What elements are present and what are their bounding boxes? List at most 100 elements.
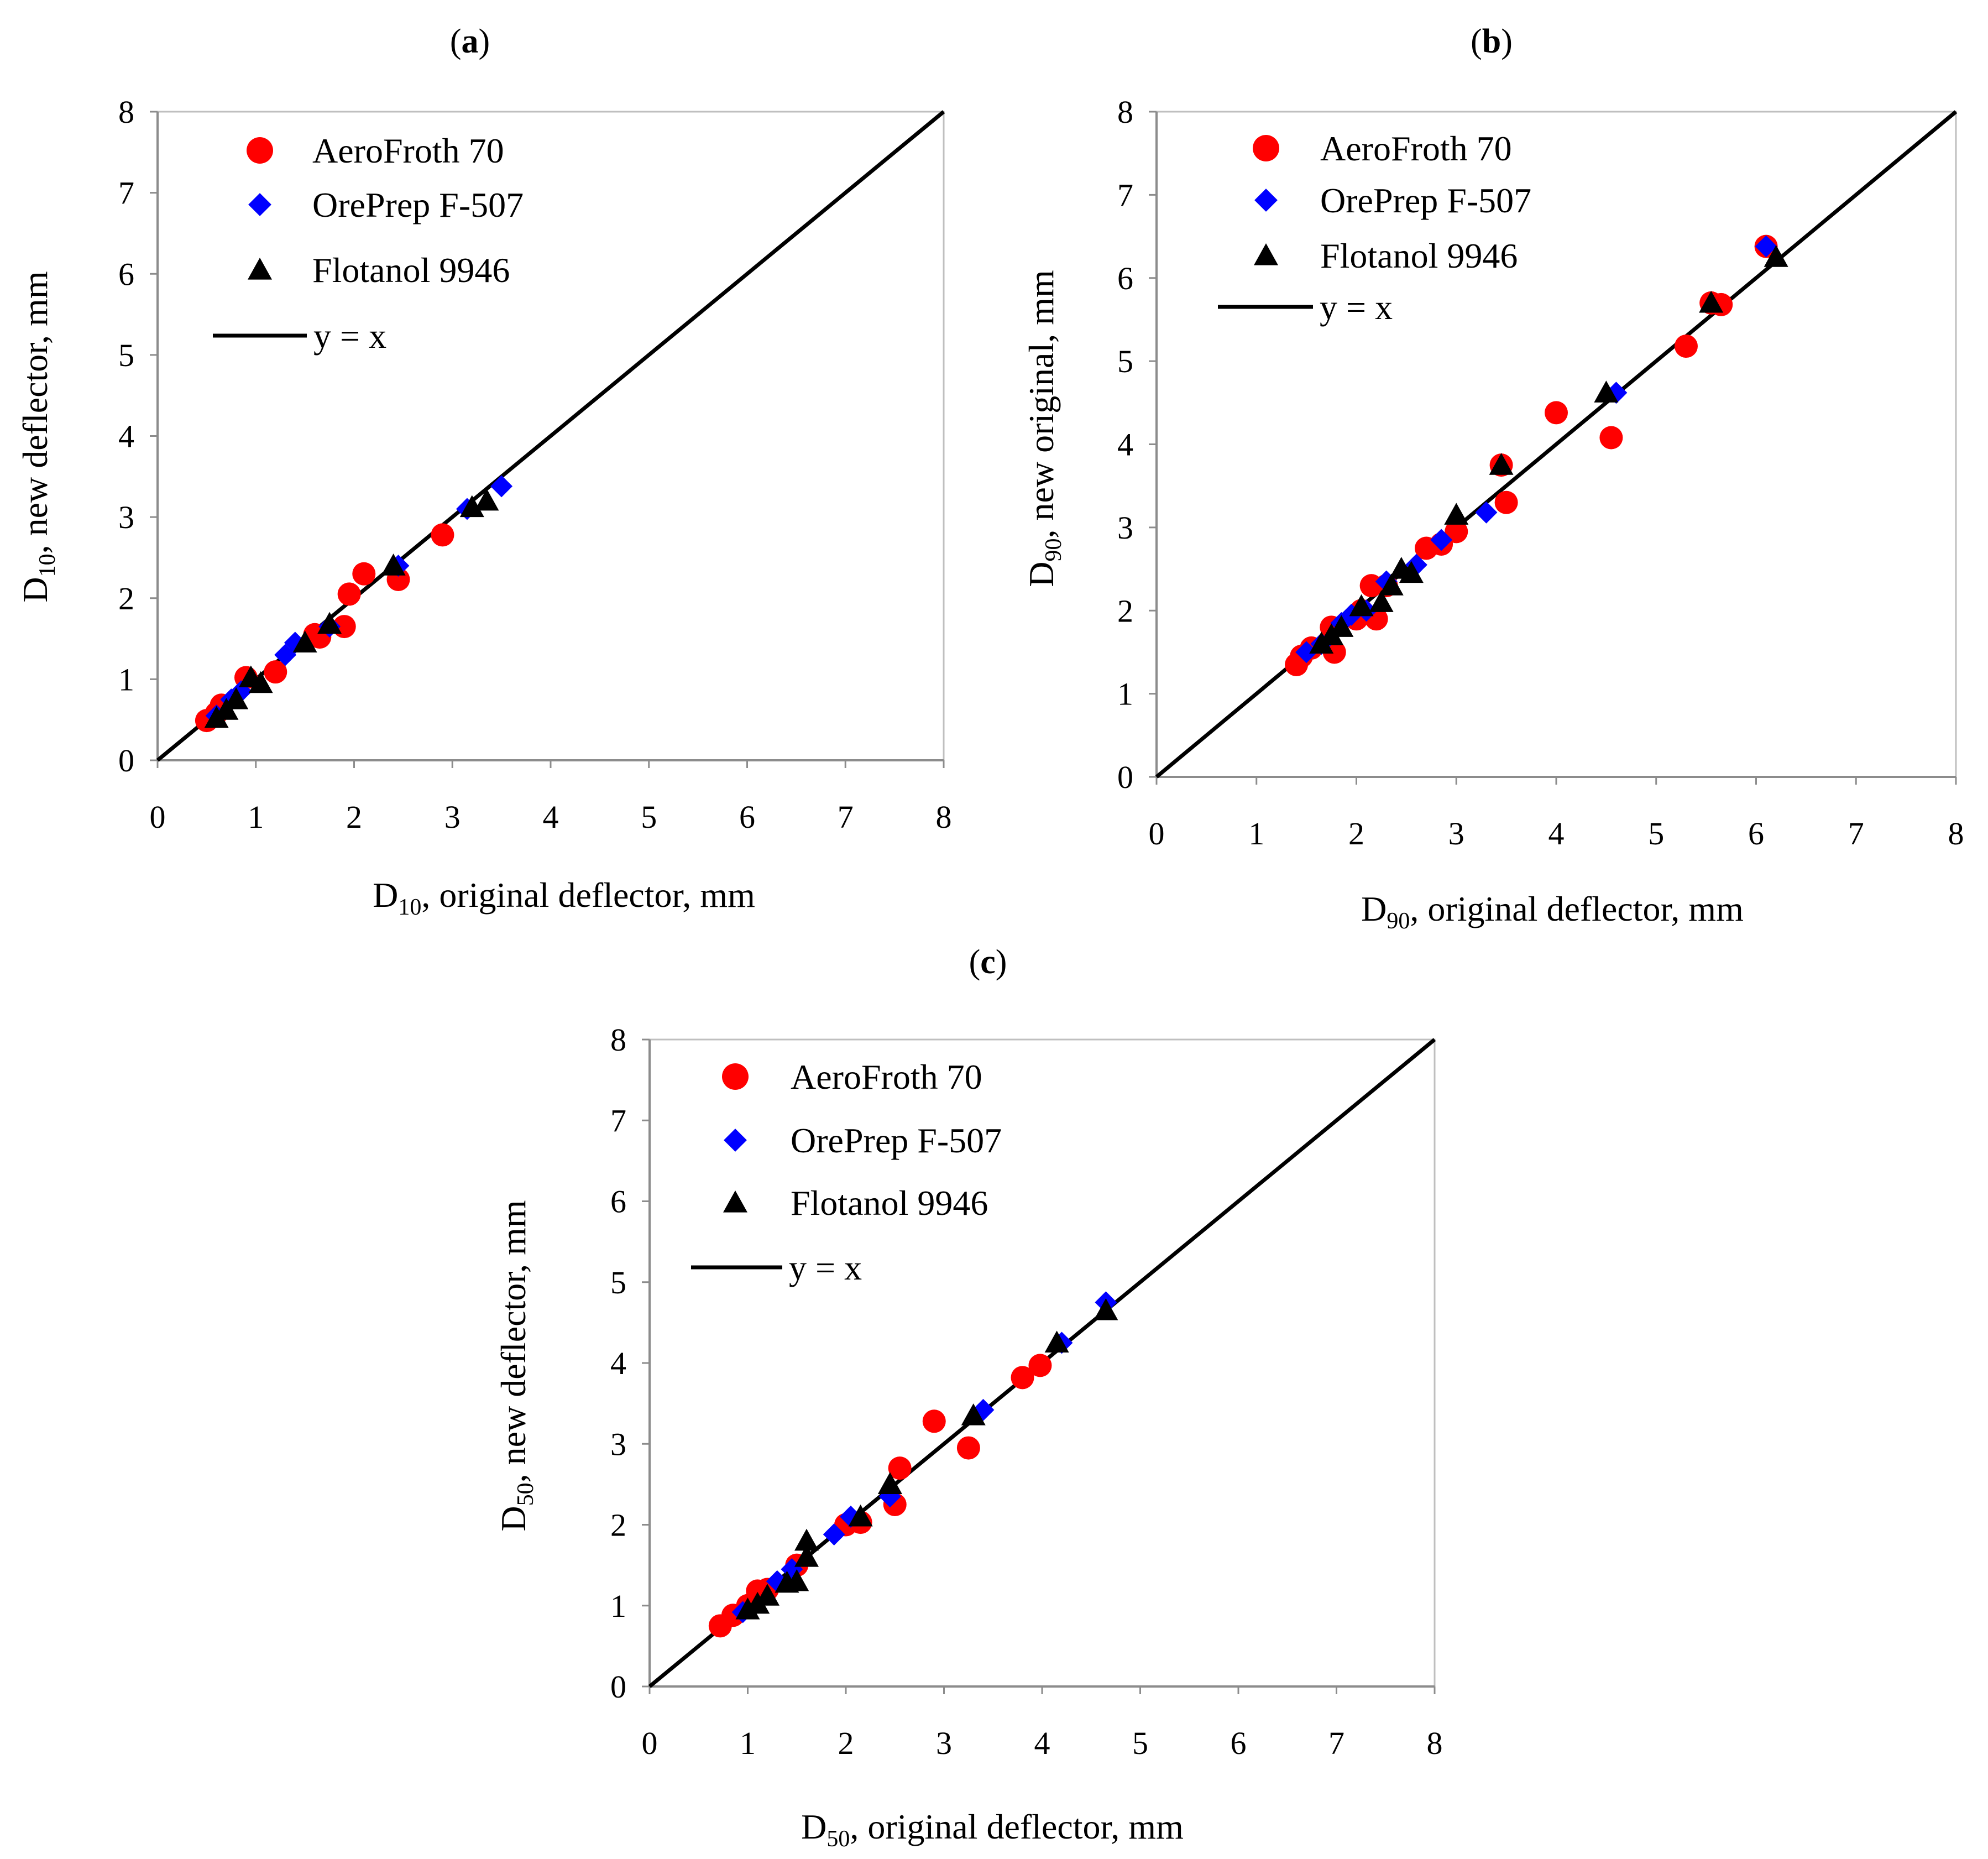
data-point-triangle: [794, 1528, 819, 1551]
data-point-diamond: [878, 1485, 901, 1508]
x-axis-label-sub: 90: [1387, 908, 1410, 934]
data-point-circle: [1028, 1354, 1052, 1377]
y-tick-label: 7: [118, 175, 134, 211]
x-tick-label: 5: [641, 799, 657, 835]
data-point-circle: [264, 660, 287, 684]
x-tick-label: 2: [346, 799, 362, 835]
y-tick-label: 8: [610, 1022, 626, 1058]
data-point-triangle: [735, 1597, 760, 1620]
x-tick-label: 1: [740, 1725, 756, 1761]
y-tick-label: 5: [1117, 343, 1133, 379]
data-point-triangle: [381, 553, 406, 576]
data-point-triangle: [961, 1403, 986, 1425]
data-point-circle: [1011, 1366, 1034, 1390]
y-tick-label: 0: [1117, 759, 1133, 795]
legend-label: y = x: [789, 1248, 862, 1287]
legend-label: Flotanol 9946: [1320, 236, 1518, 275]
legend-marker-triangle: [248, 258, 272, 280]
data-point-triangle: [1444, 503, 1469, 525]
data-point-circle: [922, 1409, 946, 1433]
legend-label: AeroFroth 70: [312, 131, 504, 170]
x-tick-label: 0: [642, 1725, 658, 1761]
y-tick-label: 2: [610, 1507, 626, 1543]
legend-marker-triangle: [723, 1190, 747, 1213]
data-point-diamond: [284, 631, 306, 654]
y-tick-label: 8: [1117, 94, 1133, 130]
data-point-circle: [337, 582, 361, 606]
y-axis-label-base: D: [1022, 562, 1061, 587]
data-point-diamond: [274, 644, 297, 666]
legend-label: y = x: [313, 316, 386, 356]
x-tick-label: 4: [1034, 1725, 1050, 1761]
y-tick-label: 1: [610, 1588, 626, 1624]
x-axis-label-sub: 10: [398, 895, 421, 920]
legend-label: y = x: [1320, 288, 1393, 327]
series-triangle: [1309, 245, 1788, 654]
data-point-triangle: [459, 495, 484, 518]
legend-label: Flotanol 9946: [312, 250, 510, 290]
panel-label: (a): [450, 23, 490, 60]
legend-label: Flotanol 9946: [791, 1183, 988, 1223]
y-axis-label: D90, new original, mm: [1022, 270, 1066, 587]
x-tick-label: 8: [936, 799, 952, 835]
data-point-triangle: [1329, 615, 1354, 637]
data-point-triangle: [474, 488, 499, 511]
data-point-circle: [431, 523, 454, 547]
y-tick-label: 3: [610, 1426, 626, 1462]
legend-marker-circle: [1253, 135, 1279, 161]
data-point-triangle: [292, 630, 317, 652]
data-point-triangle: [1764, 245, 1788, 267]
data-point-triangle: [848, 1504, 873, 1527]
x-tick-label: 7: [1328, 1725, 1344, 1761]
data-point-circle: [1674, 335, 1698, 358]
x-tick-label: 0: [1149, 816, 1165, 852]
x-tick-label: 0: [150, 799, 166, 835]
legend-marker-circle: [247, 137, 273, 164]
y-tick-label: 3: [118, 499, 134, 535]
legend-marker-circle: [722, 1063, 749, 1090]
panel-label: (b): [1471, 23, 1513, 60]
x-tick-label: 8: [1427, 1725, 1443, 1761]
x-axis-label-base: D: [801, 1807, 826, 1846]
x-axis-label-sub: 50: [826, 1826, 850, 1852]
x-tick-label: 1: [1248, 816, 1264, 852]
x-axis-label: D10, original deflector, mm: [373, 875, 755, 920]
x-tick-label: 5: [1648, 816, 1664, 852]
data-point-triangle: [1094, 1298, 1118, 1320]
y-tick-label: 5: [118, 337, 134, 373]
data-point-diamond: [1755, 235, 1777, 258]
legend-marker-triangle: [1254, 243, 1278, 265]
x-axis-label-base: D: [1361, 889, 1387, 928]
y-axis-label-rest: , new deflector, mm: [15, 271, 55, 553]
panel-label-close: ): [1501, 23, 1513, 60]
x-tick-label: 4: [1548, 816, 1565, 852]
x-axis-label-rest: , original deflector, mm: [850, 1807, 1183, 1846]
x-tick-label: 6: [1748, 816, 1764, 852]
data-point-circle: [1494, 490, 1518, 514]
y-tick-label: 1: [118, 661, 134, 697]
data-point-triangle: [1369, 590, 1394, 612]
y-tick-label: 4: [118, 419, 134, 455]
data-point-triangle: [784, 1569, 809, 1591]
y-axis-label-rest: , new deflector, mm: [494, 1200, 533, 1482]
data-point-triangle: [1489, 453, 1514, 475]
y-axis-label-base: D: [494, 1506, 533, 1531]
y-tick-label: 5: [610, 1265, 626, 1301]
data-point-triangle: [755, 1584, 779, 1606]
y-tick-label: 2: [1117, 593, 1133, 629]
legend-label: OrePrep F-507: [312, 185, 524, 224]
y-tick-label: 2: [118, 581, 134, 617]
legend-label: OrePrep F-507: [1320, 181, 1531, 220]
data-point-diamond: [839, 1505, 862, 1528]
x-tick-label: 3: [936, 1725, 952, 1761]
x-tick-label: 7: [838, 799, 854, 835]
y-axis-label-sub: 50: [513, 1482, 538, 1506]
legend-label: AeroFroth 70: [791, 1057, 982, 1096]
y-tick-label: 7: [1117, 177, 1133, 213]
panel-label-close: ): [996, 943, 1007, 981]
data-point-triangle: [224, 687, 249, 709]
x-tick-label: 2: [838, 1725, 854, 1761]
